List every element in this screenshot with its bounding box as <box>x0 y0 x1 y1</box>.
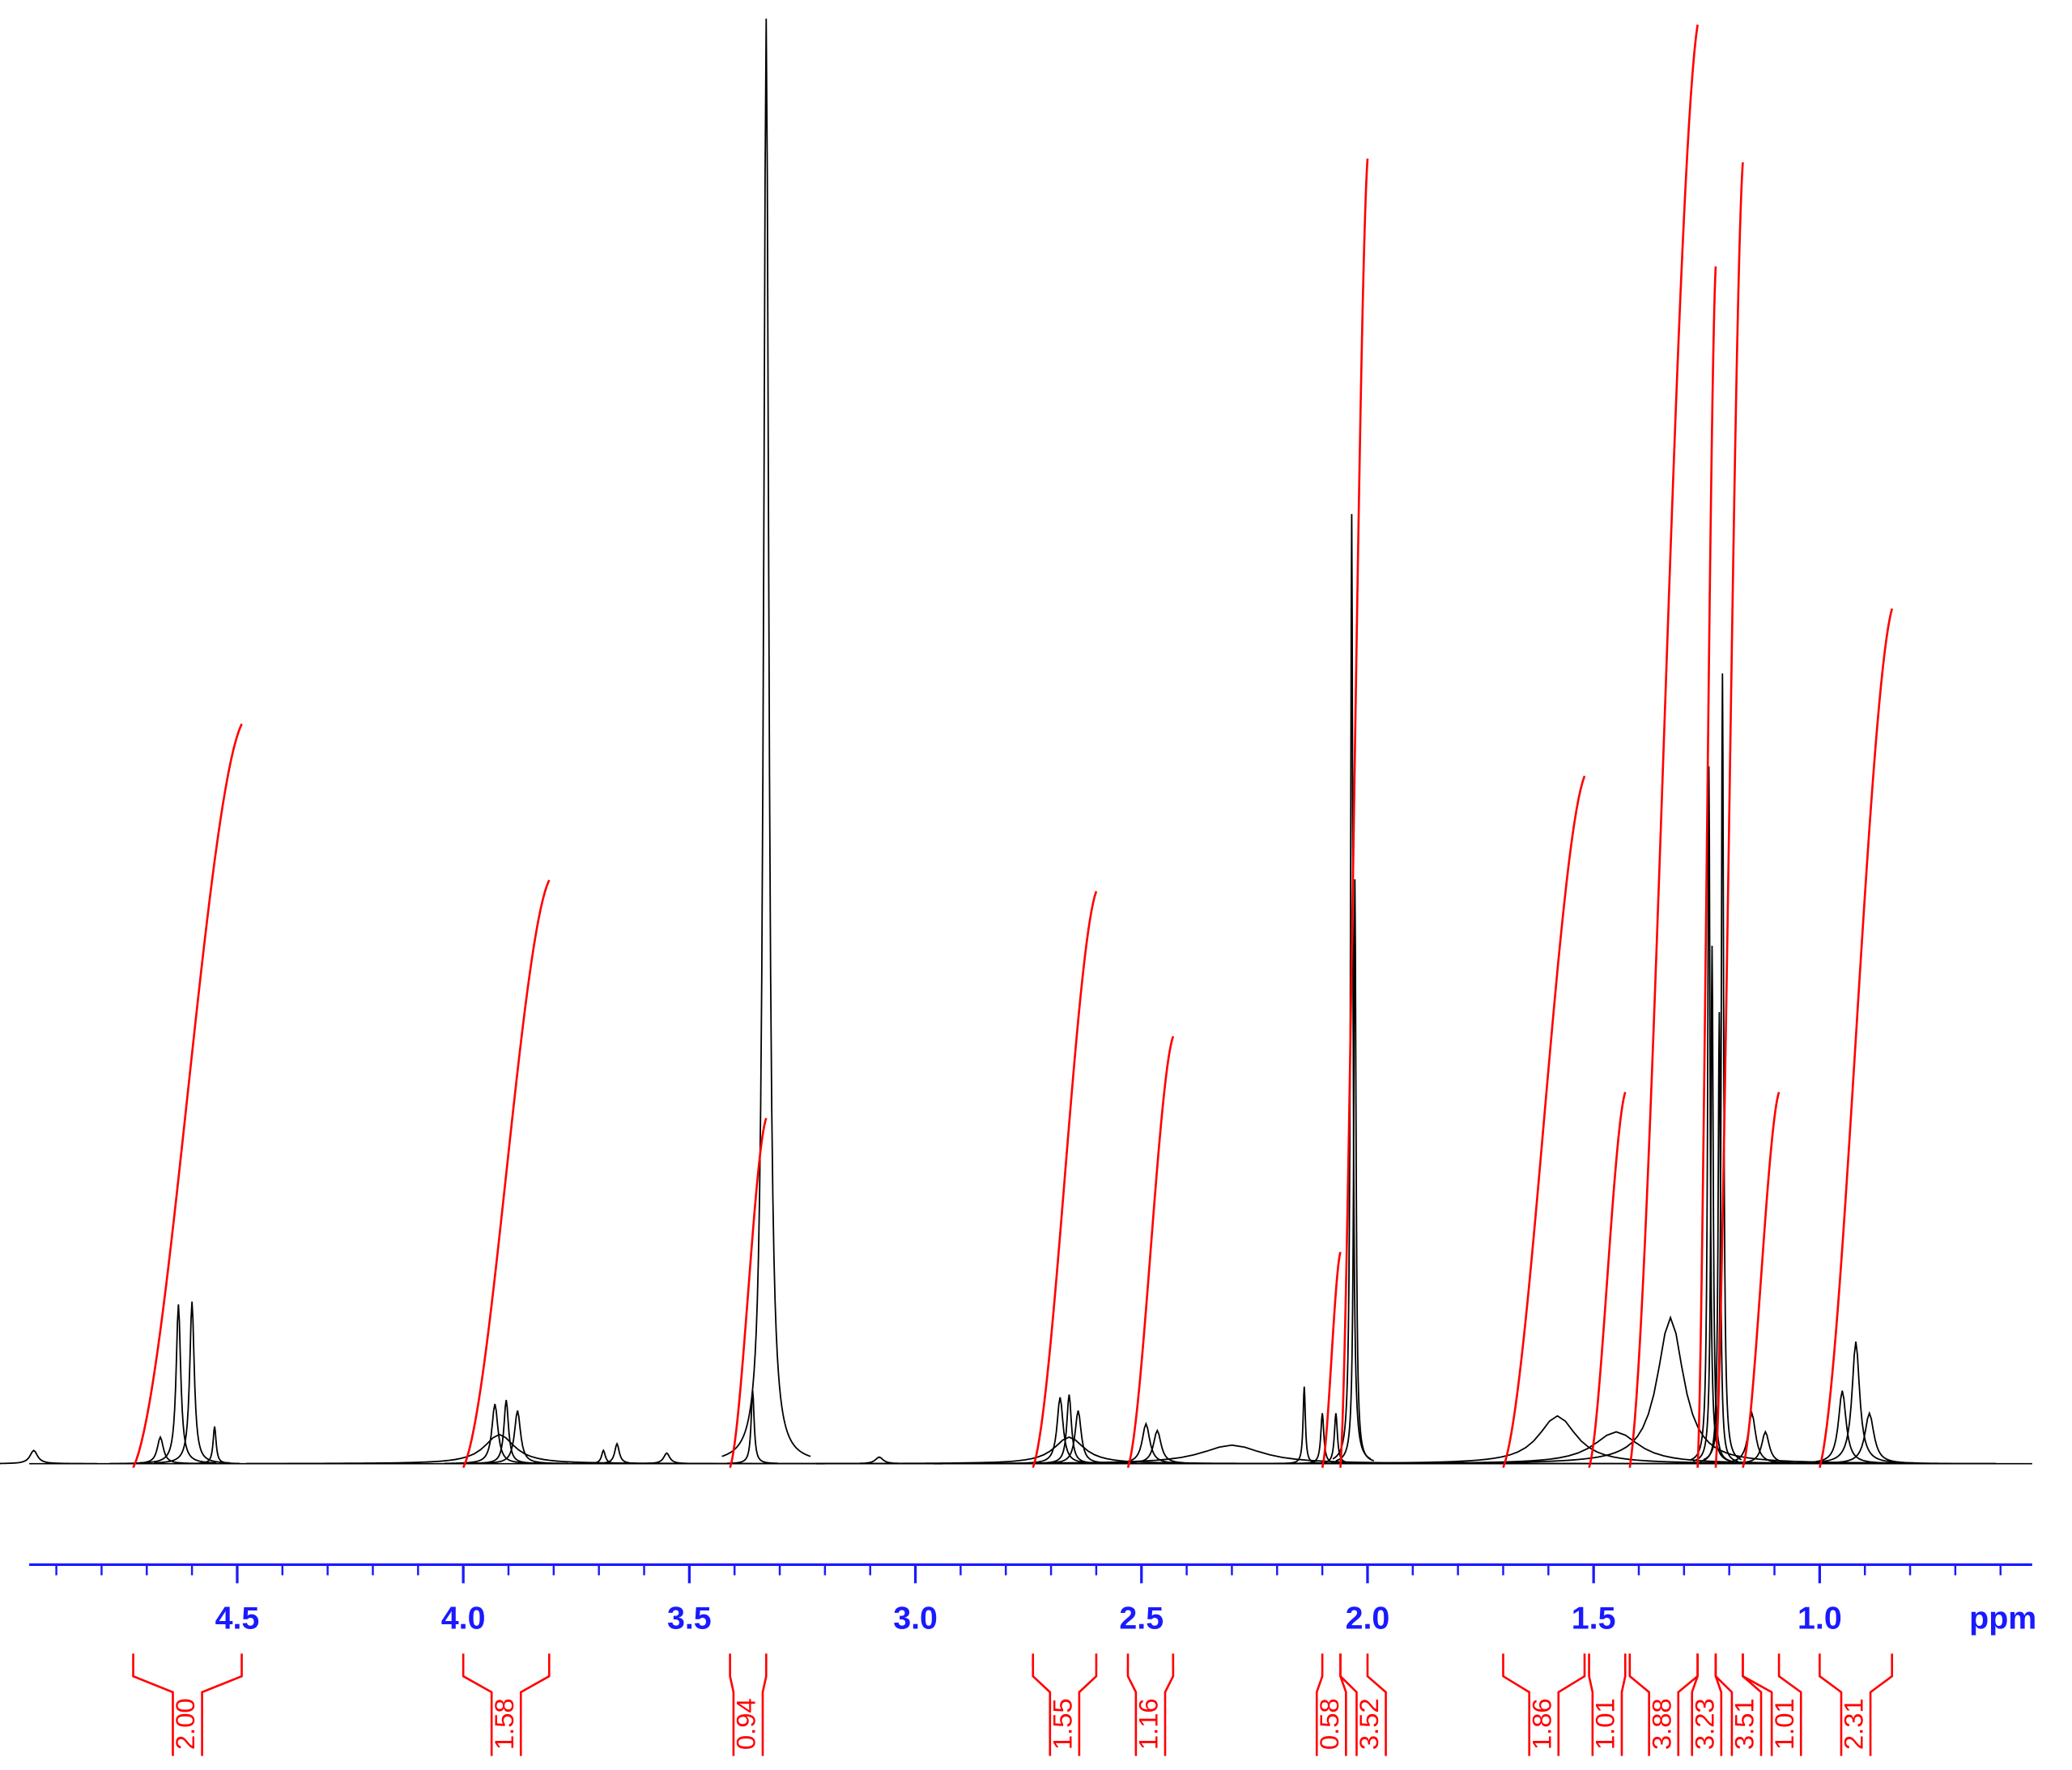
peak <box>615 1452 717 1465</box>
peak <box>727 1390 778 1465</box>
peak <box>1236 1431 1997 1465</box>
integral-bracket <box>729 1653 768 1756</box>
integral-label: 1.86 <box>1526 1698 1556 1750</box>
peak <box>468 1399 545 1465</box>
peak <box>579 1441 655 1465</box>
x-tick-label: 1.5 <box>1572 1601 1616 1636</box>
integral-bracket <box>1032 1653 1098 1756</box>
integral-label: 1.58 <box>489 1698 519 1750</box>
integral-curve <box>1032 891 1098 1469</box>
integral-label: 1.16 <box>1134 1698 1164 1750</box>
integral-label: 1.01 <box>1769 1698 1799 1750</box>
peak <box>1689 766 1729 1462</box>
peak <box>1335 879 1375 1462</box>
integral-curve <box>1714 162 1744 1468</box>
plot-area: 4.5 4.0 3.5 3.0 2.5 2.0 1.5 1.0 ppm 2.00 1.58 0.94 1… <box>0 18 2036 1756</box>
x-tick-label: 2.5 <box>1119 1601 1164 1636</box>
x-tick-label: 2.0 <box>1346 1601 1390 1636</box>
x-axis-label: ppm <box>1969 1601 2036 1636</box>
peak <box>1009 1397 1111 1465</box>
integral-label: 3.23 <box>1689 1698 1719 1750</box>
integral-curve <box>462 879 551 1469</box>
peak <box>1094 1428 1221 1465</box>
peak <box>1792 1341 1920 1464</box>
integral-curve <box>1321 1251 1342 1468</box>
integral-label: 0.58 <box>1314 1698 1344 1750</box>
integral-curve <box>1502 775 1586 1469</box>
integral-curve <box>1819 608 1893 1468</box>
integral-label: 1.01 <box>1590 1698 1620 1750</box>
integral-bracket <box>462 1653 551 1756</box>
integral-bracket <box>132 1653 243 1756</box>
peak <box>1793 1410 1946 1465</box>
integral-curve <box>1696 266 1717 1468</box>
peak <box>154 1301 231 1464</box>
integral-label: 3.88 <box>1646 1698 1676 1750</box>
integral-bracket <box>1126 1653 1175 1756</box>
x-tick-label: 3.5 <box>667 1601 712 1636</box>
peak <box>189 1426 240 1465</box>
integral-label: 3.51 <box>1730 1698 1759 1750</box>
integral-label: 0.94 <box>731 1698 761 1750</box>
x-tick-label: 3.0 <box>893 1601 938 1636</box>
peak <box>1700 1011 1739 1462</box>
integral-label: 1.55 <box>1048 1698 1078 1750</box>
integral-label: 2.00 <box>170 1698 200 1750</box>
integral-bracket <box>1588 1653 1627 1756</box>
peak <box>815 1436 1323 1465</box>
integral-curve <box>729 1117 768 1469</box>
peak <box>721 18 811 1457</box>
x-tick-label: 4.0 <box>441 1601 486 1636</box>
integral-curve <box>1742 1091 1781 1468</box>
integral-curve <box>132 723 243 1469</box>
integral-bracket <box>1742 1653 1802 1756</box>
integral-curve <box>1588 1091 1627 1468</box>
integral-curve <box>1339 158 1369 1468</box>
peak <box>444 1403 546 1465</box>
x-tick-label: 1.0 <box>1798 1601 1842 1636</box>
peak <box>1285 1386 1324 1465</box>
integral-label: 2.31 <box>1839 1698 1869 1750</box>
peak <box>725 1444 1738 1465</box>
peak <box>466 1410 568 1465</box>
integral-bracket <box>1819 1653 1894 1756</box>
peak <box>140 1304 217 1464</box>
integral-label: 3.52 <box>1354 1698 1384 1750</box>
x-tick-label: 4.5 <box>215 1601 260 1636</box>
integral-bracket <box>1339 1653 1387 1756</box>
integral-curve <box>1628 24 1699 1468</box>
peak <box>1692 945 1732 1462</box>
peak <box>0 1449 97 1465</box>
integral-bracket <box>1502 1653 1586 1756</box>
peak <box>246 1433 753 1465</box>
integral-curve <box>1126 1036 1175 1469</box>
